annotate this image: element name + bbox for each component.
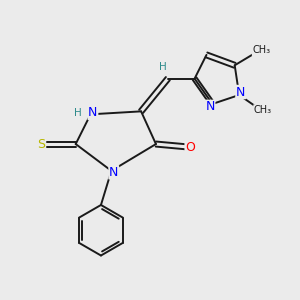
Text: N: N: [88, 106, 98, 119]
Text: CH₃: CH₃: [254, 105, 272, 115]
Text: H: H: [74, 108, 82, 118]
Text: H: H: [160, 62, 167, 72]
Text: N: N: [206, 100, 215, 113]
Text: S: S: [38, 138, 46, 151]
Text: CH₃: CH₃: [252, 45, 271, 56]
Text: N: N: [236, 85, 245, 98]
Text: N: N: [109, 166, 119, 179]
Text: O: O: [185, 140, 195, 154]
